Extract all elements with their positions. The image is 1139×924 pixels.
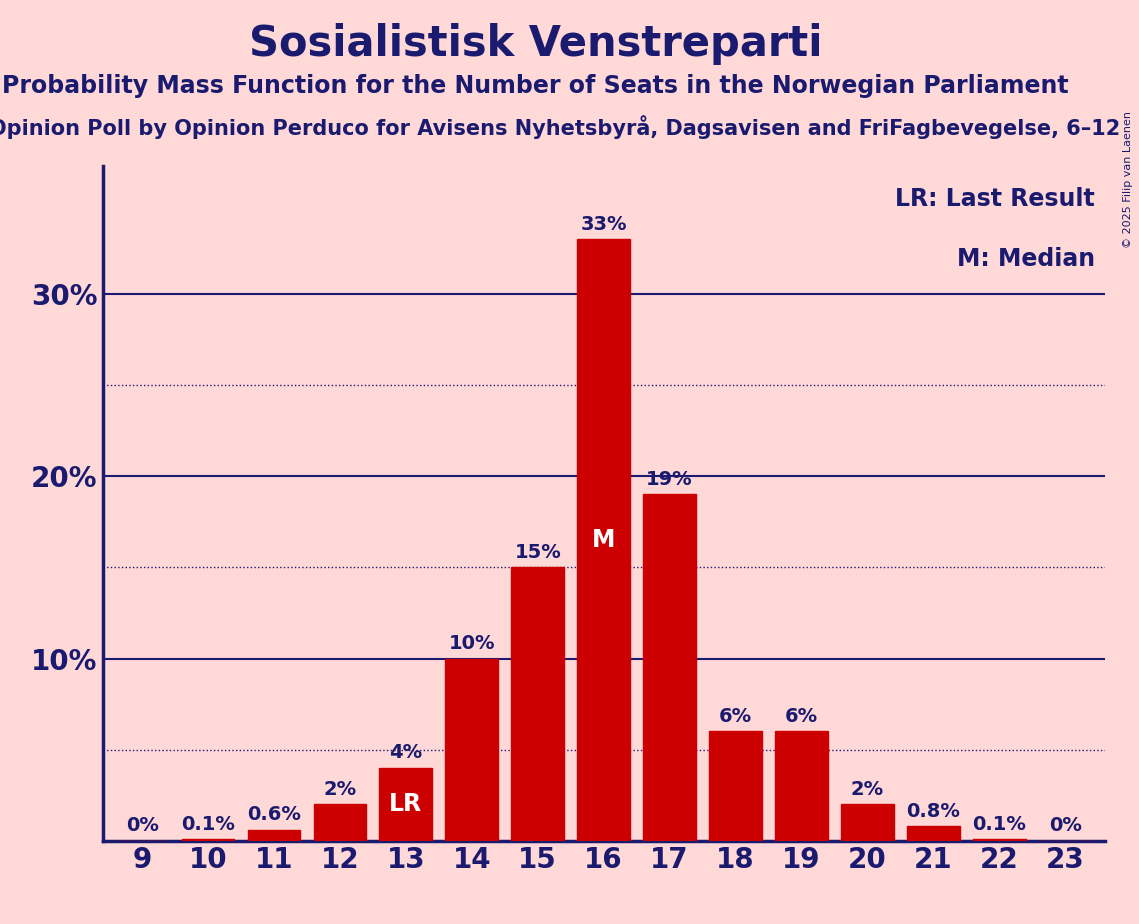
Text: 33%: 33% — [581, 214, 626, 234]
Bar — [247, 830, 301, 841]
Text: 15%: 15% — [515, 543, 562, 562]
Text: 6%: 6% — [785, 707, 818, 726]
Bar — [445, 659, 498, 841]
Text: M: M — [592, 528, 615, 552]
Bar — [577, 239, 630, 841]
Text: 0.1%: 0.1% — [973, 815, 1026, 833]
Text: 2%: 2% — [323, 780, 357, 799]
Text: LR: Last Result: LR: Last Result — [895, 187, 1095, 211]
Bar — [907, 826, 960, 841]
Text: LR: LR — [390, 793, 423, 817]
Text: Sosialistisk Venstreparti: Sosialistisk Venstreparti — [248, 23, 822, 65]
Bar — [379, 768, 432, 841]
Bar — [710, 732, 762, 841]
Bar — [841, 805, 894, 841]
Bar — [776, 732, 828, 841]
Bar — [511, 567, 564, 841]
Text: 6%: 6% — [719, 707, 752, 726]
Text: 0.8%: 0.8% — [907, 802, 960, 821]
Text: 4%: 4% — [390, 744, 423, 762]
Text: Opinion Poll by Opinion Perduco for Avisens Nyhetsbyrå, Dagsavisen and FriFagbev: Opinion Poll by Opinion Perduco for Avis… — [0, 116, 1120, 140]
Bar — [644, 494, 696, 841]
Bar — [313, 805, 367, 841]
Text: © 2025 Filip van Laenen: © 2025 Filip van Laenen — [1123, 111, 1133, 248]
Bar — [181, 839, 235, 841]
Text: M: Median: M: Median — [957, 248, 1095, 272]
Text: 19%: 19% — [646, 470, 693, 489]
Text: 0.6%: 0.6% — [247, 806, 301, 824]
Text: 0.1%: 0.1% — [181, 815, 235, 833]
Bar — [973, 839, 1026, 841]
Text: 0%: 0% — [125, 817, 158, 835]
Text: 0%: 0% — [1049, 817, 1082, 835]
Text: 10%: 10% — [449, 634, 495, 653]
Text: Probability Mass Function for the Number of Seats in the Norwegian Parliament: Probability Mass Function for the Number… — [2, 74, 1068, 98]
Text: 2%: 2% — [851, 780, 884, 799]
